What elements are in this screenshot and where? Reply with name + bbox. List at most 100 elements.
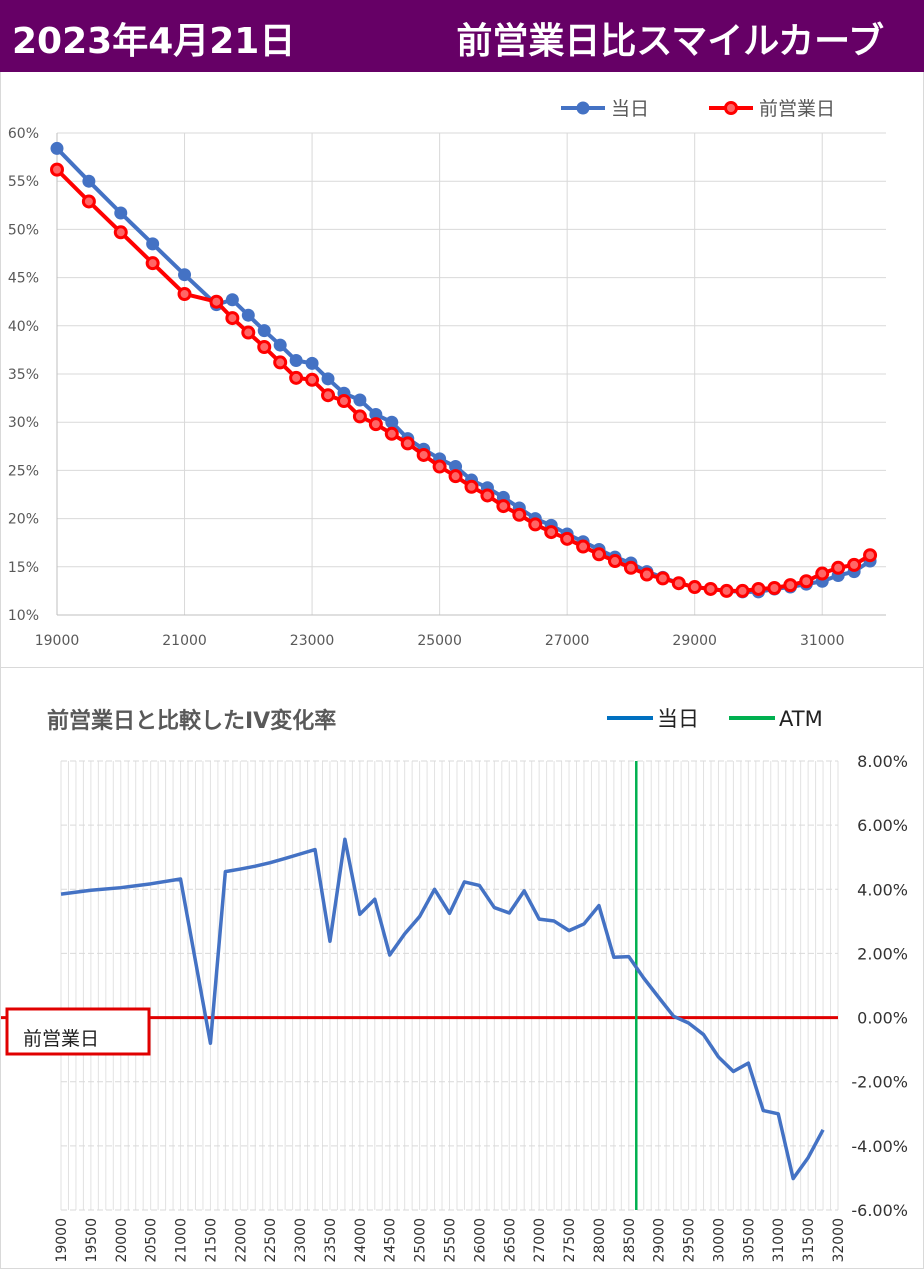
data-point-prev bbox=[735, 583, 750, 598]
y-tick-label: 60% bbox=[8, 126, 39, 142]
x-tick-label: 25000 bbox=[413, 1218, 429, 1263]
data-point-prev bbox=[384, 426, 399, 441]
y-tick-label: -4.00% bbox=[851, 1137, 908, 1156]
data-point-prev bbox=[592, 547, 607, 562]
x-tick-label: 30000 bbox=[711, 1218, 727, 1263]
data-point-prev bbox=[783, 578, 798, 593]
x-tick-label: 25000 bbox=[417, 633, 462, 649]
data-point-prev bbox=[432, 459, 447, 474]
baseline-label: 前営業日 bbox=[23, 1028, 99, 1050]
grid bbox=[56, 132, 886, 616]
x-tick-label: 23500 bbox=[323, 1218, 339, 1263]
data-point-prev bbox=[81, 194, 96, 209]
data-point-prev bbox=[480, 488, 495, 503]
y-tick-label: 30% bbox=[8, 415, 39, 431]
x-tick-label: 19000 bbox=[35, 633, 80, 649]
data-point-prev bbox=[113, 225, 128, 240]
legend: 当日 前営業日 bbox=[561, 98, 835, 120]
y-tick-label: 2.00% bbox=[857, 944, 908, 963]
x-tick-label: 32000 bbox=[831, 1218, 847, 1263]
data-point-prev bbox=[273, 355, 288, 370]
y-tick-label: 50% bbox=[8, 222, 39, 238]
data-point-prev bbox=[528, 517, 543, 532]
data-point-prev bbox=[799, 574, 814, 589]
data-point-today bbox=[305, 356, 319, 370]
data-point-prev bbox=[336, 393, 351, 408]
data-point-prev bbox=[751, 581, 766, 596]
chart-title: 前営業日と比較したIV変化率 bbox=[47, 708, 336, 734]
x-tick-label: 21000 bbox=[174, 1218, 190, 1263]
x-tick-label: 21500 bbox=[203, 1218, 219, 1263]
y-axis-ticks: 10% 15% 20% 25% 30% 35% 40% 45% 50% 55% 60% bbox=[8, 126, 39, 624]
x-tick-label: 27500 bbox=[562, 1218, 578, 1263]
data-point-prev bbox=[416, 447, 431, 462]
x-tick-label: 31000 bbox=[800, 633, 845, 649]
y-tick-label: 55% bbox=[8, 174, 39, 190]
data-point-prev bbox=[305, 372, 320, 387]
header-title: 前営業日比スマイルカーブ bbox=[456, 21, 884, 62]
y-tick-label: 45% bbox=[8, 271, 39, 287]
data-point-prev bbox=[719, 583, 734, 598]
data-point-prev bbox=[50, 162, 64, 177]
y-tick-label: 25% bbox=[8, 463, 39, 479]
y-tick-label: 0.00% bbox=[857, 1009, 908, 1028]
x-tick-label: 28000 bbox=[592, 1218, 608, 1263]
data-point-today bbox=[353, 393, 367, 407]
data-point-prev bbox=[863, 548, 878, 563]
data-point-prev bbox=[177, 286, 192, 301]
grid bbox=[60, 760, 839, 1211]
y-tick-label: 8.00% bbox=[857, 752, 908, 771]
header-date: 2023年4月21日 bbox=[12, 21, 296, 62]
x-tick-label: 24500 bbox=[383, 1218, 399, 1263]
series-line-prev bbox=[55, 168, 872, 593]
data-point-prev bbox=[289, 370, 304, 385]
data-point-prev bbox=[815, 566, 830, 581]
x-tick-label: 22000 bbox=[233, 1218, 249, 1263]
data-point-today bbox=[241, 308, 255, 322]
iv-change-panel: 前営業日と比較したIV変化率 8.00% 6.00% 4.00% 2.00% 0.00%… bbox=[0, 668, 924, 1269]
data-point-prev bbox=[241, 325, 256, 340]
legend-marker bbox=[576, 101, 590, 115]
data-point-today bbox=[50, 141, 64, 155]
x-tick-label: 27000 bbox=[545, 633, 590, 649]
data-point-prev bbox=[257, 340, 272, 355]
y-tick-label: 20% bbox=[8, 512, 39, 528]
data-point-prev bbox=[831, 560, 846, 575]
data-point-prev bbox=[576, 539, 591, 554]
series-lines bbox=[50, 141, 878, 599]
legend-label-atm: ATM bbox=[779, 707, 823, 731]
data-point-prev bbox=[145, 256, 160, 271]
smile-curve-chart: 10% 15% 20% 25% 30% 35% 40% 45% 50% 55% 60% 19000 2… bbox=[8, 98, 886, 649]
data-point-prev bbox=[607, 554, 622, 569]
x-tick-label: 22500 bbox=[263, 1218, 279, 1263]
header-bar: 2023年4月21日 前営業日比スマイルカーブ bbox=[0, 0, 924, 72]
data-point-prev bbox=[671, 576, 686, 591]
data-point-today bbox=[225, 293, 239, 307]
x-tick-label: 20000 bbox=[114, 1218, 130, 1263]
data-point-prev bbox=[655, 571, 670, 586]
x-tick-label: 30500 bbox=[741, 1218, 757, 1263]
data-point-prev bbox=[464, 479, 479, 494]
data-point-today bbox=[146, 237, 160, 251]
data-point-today bbox=[289, 354, 303, 368]
data-point-prev bbox=[703, 581, 718, 596]
data-point-today bbox=[321, 372, 335, 386]
legend: 当日 ATM bbox=[607, 707, 823, 731]
y-tick-label: 6.00% bbox=[857, 816, 908, 835]
legend-label: 当日 bbox=[611, 98, 649, 120]
data-point-prev bbox=[560, 531, 575, 546]
y-tick-label: 35% bbox=[8, 367, 39, 383]
data-point-prev bbox=[448, 469, 463, 484]
data-point-prev bbox=[639, 567, 654, 582]
data-point-prev bbox=[687, 580, 702, 595]
data-point-prev bbox=[512, 507, 527, 522]
x-tick-label: 31500 bbox=[801, 1218, 817, 1263]
x-tick-label: 25500 bbox=[443, 1218, 459, 1263]
x-tick-label: 23000 bbox=[290, 633, 335, 649]
data-point-today bbox=[369, 407, 383, 421]
legend-label-today: 当日 bbox=[657, 707, 699, 731]
data-point-prev bbox=[496, 499, 511, 514]
x-tick-label: 28500 bbox=[622, 1218, 638, 1263]
baseline-label-box bbox=[5, 1007, 151, 1056]
data-point-prev bbox=[847, 557, 862, 572]
